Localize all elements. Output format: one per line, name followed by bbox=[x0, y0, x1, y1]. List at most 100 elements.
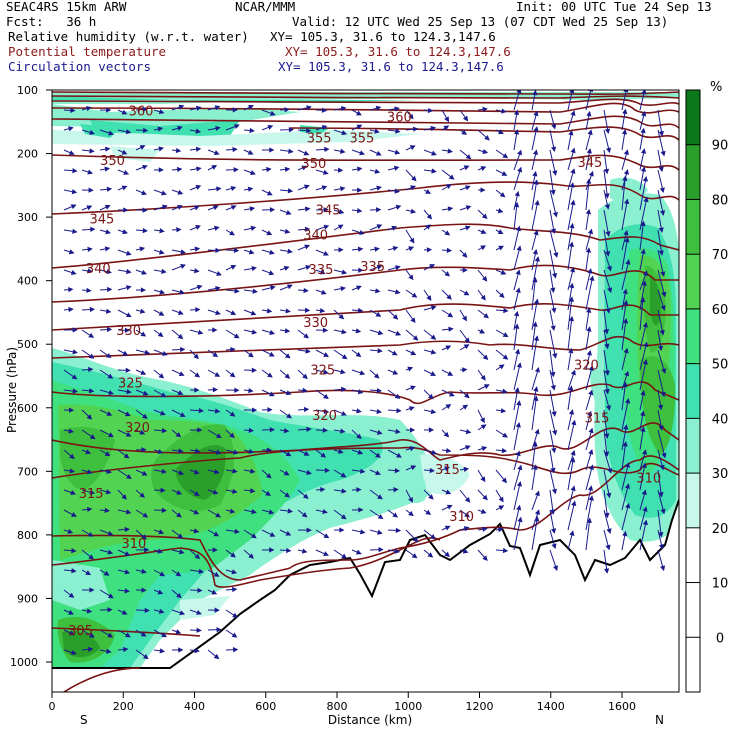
vector-head bbox=[338, 209, 345, 215]
vector-head bbox=[498, 505, 505, 511]
vector-head bbox=[121, 149, 128, 155]
vector-head bbox=[513, 310, 520, 317]
vector-head bbox=[269, 427, 275, 433]
vector-head bbox=[285, 451, 292, 457]
vector-head bbox=[533, 395, 539, 402]
vector-head bbox=[106, 186, 113, 192]
x-tick-label: 400 bbox=[184, 700, 205, 713]
vector-head bbox=[408, 406, 415, 412]
vector-head bbox=[431, 449, 437, 455]
vector-head bbox=[288, 127, 295, 133]
vector-head bbox=[551, 543, 557, 550]
vector-head bbox=[214, 469, 220, 475]
vector-head bbox=[660, 271, 666, 277]
vector-head bbox=[550, 467, 556, 474]
vector-shaft bbox=[621, 442, 627, 471]
vector-head bbox=[359, 529, 366, 535]
vector-head bbox=[306, 527, 312, 533]
vector-head bbox=[304, 307, 311, 313]
vector-head bbox=[394, 548, 401, 554]
vector-head bbox=[108, 390, 114, 396]
vector-head bbox=[550, 371, 556, 378]
vector-head bbox=[514, 348, 521, 355]
vector-head bbox=[376, 264, 383, 270]
vector-head bbox=[323, 207, 329, 213]
vector-head bbox=[301, 165, 308, 171]
vector-head bbox=[140, 287, 147, 293]
vector-head bbox=[287, 188, 294, 194]
vector-head bbox=[141, 470, 148, 476]
vector-head bbox=[480, 424, 487, 430]
vector-head bbox=[425, 224, 431, 230]
vector-head bbox=[87, 531, 94, 537]
vector-head bbox=[70, 269, 77, 275]
vector-head bbox=[211, 589, 218, 595]
vector-head bbox=[482, 555, 488, 561]
vector-head bbox=[231, 569, 238, 575]
vector-shaft bbox=[567, 200, 575, 231]
vector-shaft bbox=[531, 299, 538, 331]
vector-head bbox=[570, 147, 576, 154]
vector-head bbox=[284, 328, 291, 334]
vector-head bbox=[161, 428, 168, 434]
vector-head bbox=[341, 553, 348, 559]
vector-head bbox=[86, 414, 93, 420]
vector-head bbox=[446, 247, 453, 254]
vector-head bbox=[157, 548, 164, 554]
vector-head bbox=[251, 407, 258, 413]
vector-head bbox=[179, 289, 185, 295]
field-theta-name: Potential temperature bbox=[8, 44, 167, 59]
vector-head bbox=[105, 308, 112, 314]
vector-shaft bbox=[531, 180, 538, 211]
theta-label: 320 bbox=[312, 409, 337, 424]
vector-head bbox=[141, 568, 147, 574]
vector-head bbox=[447, 312, 454, 318]
x-tick-label: 600 bbox=[255, 700, 276, 713]
theta-label: 345 bbox=[316, 203, 341, 218]
vector-head bbox=[533, 110, 539, 117]
vector-shaft bbox=[567, 501, 576, 531]
vector-head bbox=[377, 348, 383, 354]
vector-head bbox=[177, 390, 184, 396]
vector-head bbox=[126, 388, 132, 395]
vector-head bbox=[196, 609, 202, 615]
vector-head bbox=[357, 246, 364, 252]
vector-head bbox=[481, 213, 488, 219]
vector-head bbox=[569, 222, 575, 229]
vector-head bbox=[586, 517, 592, 524]
vector-head bbox=[89, 129, 95, 135]
vector-head bbox=[480, 187, 486, 193]
y-tick-label: 300 bbox=[17, 211, 38, 224]
vector-shaft bbox=[603, 209, 610, 236]
vector-head bbox=[659, 187, 665, 193]
vector-head bbox=[447, 206, 454, 212]
vector-head bbox=[286, 547, 292, 554]
vector-head bbox=[430, 408, 437, 415]
vector-shaft bbox=[567, 458, 574, 491]
colorbar-label: 70 bbox=[712, 248, 729, 263]
vector-head bbox=[428, 494, 434, 500]
vector-head bbox=[250, 310, 257, 316]
vector-head bbox=[396, 452, 402, 458]
vector-head bbox=[497, 527, 504, 533]
vector-head bbox=[499, 192, 506, 198]
vector-shaft bbox=[657, 129, 665, 156]
vector-head bbox=[622, 175, 628, 181]
vector-head bbox=[319, 269, 326, 275]
colorbar: 90 80 70 60 50 40 30 20 10 0 bbox=[685, 89, 729, 693]
vector-head bbox=[122, 350, 129, 356]
vector-head bbox=[607, 468, 613, 474]
vector-shaft bbox=[585, 366, 593, 391]
vector-head bbox=[177, 533, 184, 539]
vector-head bbox=[162, 350, 168, 356]
vector-head bbox=[321, 107, 328, 113]
vector-shaft bbox=[531, 336, 538, 371]
vector-head bbox=[395, 527, 402, 534]
vector-head bbox=[176, 512, 182, 518]
vector-head bbox=[106, 326, 113, 333]
vector-head bbox=[142, 227, 148, 234]
vector-head bbox=[284, 228, 291, 234]
vector-head bbox=[341, 386, 347, 392]
vector-head bbox=[287, 508, 294, 514]
vector-head bbox=[430, 334, 437, 340]
